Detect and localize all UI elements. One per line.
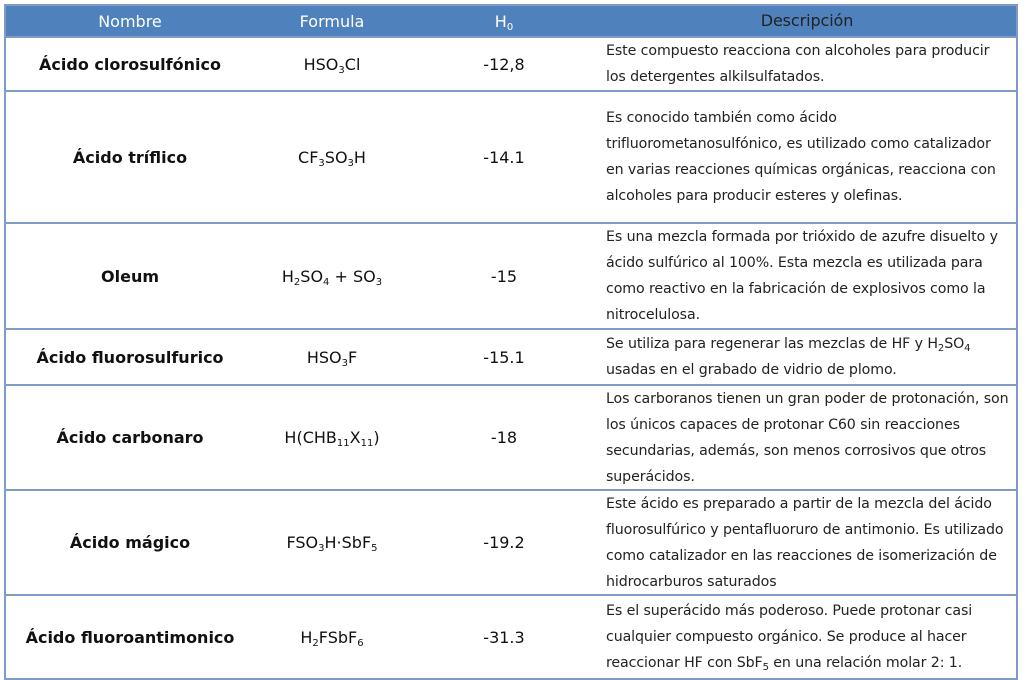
acid-h0: -19.2	[483, 533, 525, 552]
acid-formula: H(CHB11X11)	[284, 428, 380, 449]
acid-name: Oleum	[101, 266, 159, 286]
acid-formula: H2SO4 + SO3	[281, 266, 383, 288]
acid-h0: -31.3	[483, 627, 525, 647]
header-h0-main: H	[494, 11, 507, 31]
acid-name: Ácido fluorosulfurico	[36, 347, 224, 367]
table-row: Ácido mágico FSO3H·SbF5 -19.2 Este ácido…	[6, 489, 1016, 594]
acid-h0: -15	[490, 266, 518, 286]
acid-description: Los carboranos tienen un gran poder de p…	[606, 390, 1009, 485]
header-h0: H0	[410, 11, 598, 33]
acid-name: Ácido tríflico	[72, 147, 188, 167]
table-row: Ácido tríflico CF3SO3H -14.1 Es conocido…	[6, 90, 1016, 222]
acid-h0: -14.1	[483, 147, 525, 167]
acid-formula: FSO3H·SbF5	[286, 533, 378, 554]
table-row: Ácido fluorosulfurico HSO3F -15.1 Se uti…	[6, 328, 1016, 384]
acid-formula: HSO3F	[306, 347, 358, 369]
header-description: Descripción	[760, 11, 854, 30]
acid-formula: CF3SO3H	[298, 147, 366, 169]
acid-formula: H2FSbF6	[300, 627, 364, 649]
acid-formula: HSO3Cl	[303, 54, 361, 76]
superacids-table: Nombre Formula H0 Descripción Ácido clor…	[4, 4, 1018, 680]
acid-h0: -12,8	[483, 54, 525, 74]
table-row: Ácido fluoroantimonico H2FSbF6 -31.3 Es …	[6, 594, 1016, 678]
table-row: Ácido carbonaro H(CHB11X11) -18 Los carb…	[6, 384, 1016, 489]
acid-description: Es una mezcla formada por trióxido de az…	[606, 229, 998, 323]
acid-name: Ácido carbonaro	[56, 428, 204, 447]
table-row: Oleum H2SO4 + SO3 -15 Es una mezcla form…	[6, 222, 1016, 328]
acid-name: Ácido fluoroantimonico	[25, 627, 235, 647]
header-formula: Formula	[299, 11, 365, 31]
acid-h0: -15.1	[483, 347, 525, 367]
acid-description: Es el superácido más poderoso. Puede pro…	[606, 603, 973, 673]
table-row: Ácido clorosulfónico HSO3Cl -12,8 Este c…	[6, 36, 1016, 90]
table-header: Nombre Formula H0 Descripción	[6, 6, 1016, 36]
acid-description: Se utiliza para regenerar las mezclas de…	[606, 336, 971, 378]
acid-name: Ácido mágico	[69, 533, 191, 552]
acid-description: Este compuesto reacciona con alcoholes p…	[606, 43, 990, 85]
acid-description: Este ácido es preparado a partir de la m…	[606, 495, 1004, 590]
header-h0-sub: 0	[506, 21, 514, 33]
header-name: Nombre	[98, 11, 162, 31]
acid-description: Es conocido también como ácido trifluoro…	[606, 110, 996, 204]
acid-name: Ácido clorosulfónico	[39, 54, 221, 74]
acid-h0: -18	[490, 428, 518, 447]
